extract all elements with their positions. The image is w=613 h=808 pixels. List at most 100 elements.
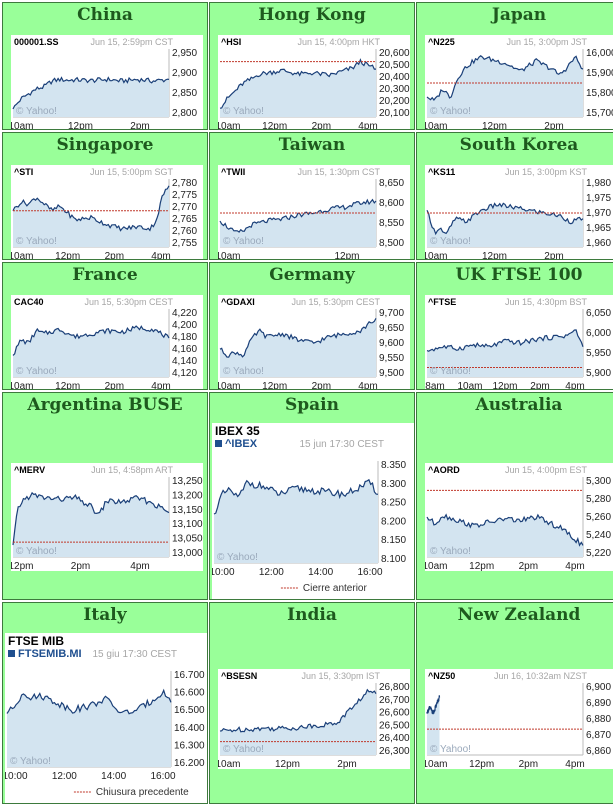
chart-panel[interactable]: ^FTSE Jun 15, 4:30pm BST 6,050 6,000 5,950 5,… <box>425 295 613 390</box>
y-tick-label: 9,650 <box>379 323 404 334</box>
chart-panel[interactable]: ^BSESN Jun 15, 3:30pm IST 26,800 26,700 26,6… <box>218 669 410 769</box>
chart-panel[interactable]: ^GDAXI Jun 15, 5:30pm CEST 9,700 9,650 9,600… <box>218 295 410 389</box>
market-title[interactable]: Germany <box>269 265 355 285</box>
series-area <box>13 492 169 557</box>
chart-panel[interactable]: ^AORD Jun 15, 4:00pm EST 5,300 5,280 5,260 5,… <box>425 463 613 571</box>
y-tick-label: 26,600 <box>379 708 410 719</box>
symbol-label: ^AORD <box>428 465 460 475</box>
chart-panel[interactable]: ^MERV Jun 15, 4:58pm ART 13,250 13,200 13,15… <box>11 463 203 571</box>
y-tick-label: 26,700 <box>379 695 410 706</box>
series-line <box>6 688 172 715</box>
series-line <box>219 688 377 733</box>
x-tick-label: 12pm <box>469 759 494 769</box>
yahoo-watermark: © Yahoo! <box>16 366 57 377</box>
y-tick-label: 4,140 <box>172 356 197 367</box>
y-tick-label: 16.400 <box>174 723 205 734</box>
chart-panel[interactable]: IBEX 35 ^IBEX 15 jun 17:30 CEST 8.350 8.300 8… <box>212 423 414 599</box>
series-line <box>426 329 584 352</box>
symbol-label: 000001.SS <box>14 37 59 47</box>
market-title[interactable]: Japan <box>491 5 547 25</box>
y-tick-label: 26,500 <box>379 720 410 731</box>
y-tick-label: 6,860 <box>586 746 611 757</box>
x-tick-label: 14:00 <box>308 567 333 578</box>
x-tick-label: 10am <box>11 121 34 130</box>
yahoo-watermark: © Yahoo! <box>10 756 51 767</box>
series-line <box>426 513 584 547</box>
index-header: IBEX 35 <box>215 424 260 438</box>
x-tick-label: 12pm <box>55 381 80 390</box>
series-line <box>213 478 379 515</box>
legend-label: Chiusura precedente <box>96 787 189 798</box>
market-title[interactable]: China <box>77 5 133 25</box>
yahoo-watermark: © Yahoo! <box>223 366 264 377</box>
market-title[interactable]: Argentina BUSE <box>27 395 183 415</box>
x-tick-label: 12pm <box>469 561 494 571</box>
y-tick-label: 6,870 <box>586 730 611 741</box>
timestamp-label: Jun 15, 1:30pm CST <box>297 167 380 177</box>
timestamp-label: Jun 15, 3:00pm JST <box>506 37 587 47</box>
x-tick-label: 12pm <box>492 381 517 390</box>
x-tick-label: 4pm <box>358 121 377 130</box>
series-line <box>12 76 170 110</box>
market-title[interactable]: Taiwan <box>278 135 346 155</box>
y-tick-label: 1,965 <box>586 223 611 234</box>
market-title[interactable]: South Korea <box>459 135 579 155</box>
yahoo-watermark: © Yahoo! <box>223 106 264 117</box>
market-title[interactable]: Singapore <box>56 135 154 155</box>
market-title[interactable]: Italy <box>83 605 127 625</box>
y-tick-label: 26,300 <box>379 746 410 757</box>
timestamp-label: Jun 15, 4:30pm BST <box>505 297 588 307</box>
chart-panel[interactable]: ^TWII Jun 15, 1:30pm CST 8,650 8,600 8,550 8,… <box>218 165 410 260</box>
chart-panel[interactable]: CAC40 Jun 15, 5:30pm CEST 4,220 4,200 4,180 4… <box>11 295 203 390</box>
chart-panel[interactable]: 000001.SS Jun 15, 2:59pm CST 2,950 2,900 2,8… <box>11 35 203 130</box>
y-tick-label: 8,600 <box>379 198 404 209</box>
market-title[interactable]: Spain <box>285 395 339 415</box>
series-area <box>13 77 169 117</box>
chart-panel[interactable]: ^NZ50 Jun 16, 10:32am NZST 6,900 6,890 6,880… <box>425 669 613 769</box>
market-title[interactable]: Australia <box>475 395 563 415</box>
x-tick-label: 12:00 <box>259 567 284 578</box>
x-tick-label: 10am <box>218 251 241 260</box>
yahoo-watermark: © Yahoo! <box>430 366 471 377</box>
market-title[interactable]: Hong Kong <box>258 5 366 25</box>
market-title[interactable]: UK FTSE 100 <box>455 265 583 285</box>
chart-panel[interactable]: ^HSI Jun 15, 4:00pm HKT 20,600 20,500 20,400… <box>218 35 410 130</box>
chart-panel[interactable]: ^STI Jun 15, 5:00pm SGT 2,780 2,775 2,770 2,7… <box>11 165 203 260</box>
y-tick-label: 5,260 <box>586 512 611 523</box>
market-cell-singapore: Singapore ^STI Jun 15, 5:00pm SGT 2,780 2,77… <box>2 132 208 260</box>
symbol-label: ^FTSE <box>428 297 456 307</box>
x-tick-label: 2pm <box>544 251 563 260</box>
chart-panel[interactable]: ^KS11 Jun 15, 3:00pm KST 1,980 1,975 1,970 1,… <box>425 165 613 260</box>
market-title[interactable]: France <box>72 265 138 285</box>
x-tick-label: 2pm <box>71 561 90 571</box>
timestamp-label: 15 giu 17:30 CEST <box>93 649 178 660</box>
series-area <box>427 55 583 117</box>
x-tick-label: 2pm <box>519 561 538 571</box>
yahoo-watermark: © Yahoo! <box>430 106 471 117</box>
chart-svg: ^HSI Jun 15, 4:00pm HKT20,60020,50020,400… <box>218 37 410 130</box>
y-tick-label: 20,100 <box>379 108 410 119</box>
y-tick-label: 5,220 <box>586 548 611 559</box>
market-cell-south-korea: South Korea ^KS11 Jun 15, 3:00pm KST 1,980 1… <box>416 132 613 260</box>
x-tick-label: 10am <box>218 121 241 130</box>
x-tick-label: 10am <box>11 251 34 260</box>
y-tick-label: 20,400 <box>379 72 410 83</box>
y-tick-label: 6,880 <box>586 714 611 725</box>
x-tick-label: 8am <box>425 381 444 390</box>
x-tick-label: 10am <box>425 759 448 769</box>
market-title[interactable]: New Zealand <box>457 605 581 625</box>
series-area <box>427 514 583 557</box>
x-tick-label: 16:00 <box>357 567 382 578</box>
y-tick-label: 4,200 <box>172 320 197 331</box>
chart-panel[interactable]: FTSE MIB FTSEMIB.MI 15 giu 17:30 CEST 16.70… <box>5 633 207 803</box>
y-tick-label: 13,250 <box>172 476 203 487</box>
market-title[interactable]: India <box>287 605 337 625</box>
series-line <box>426 695 441 715</box>
x-tick-label: 2pm <box>130 121 149 130</box>
